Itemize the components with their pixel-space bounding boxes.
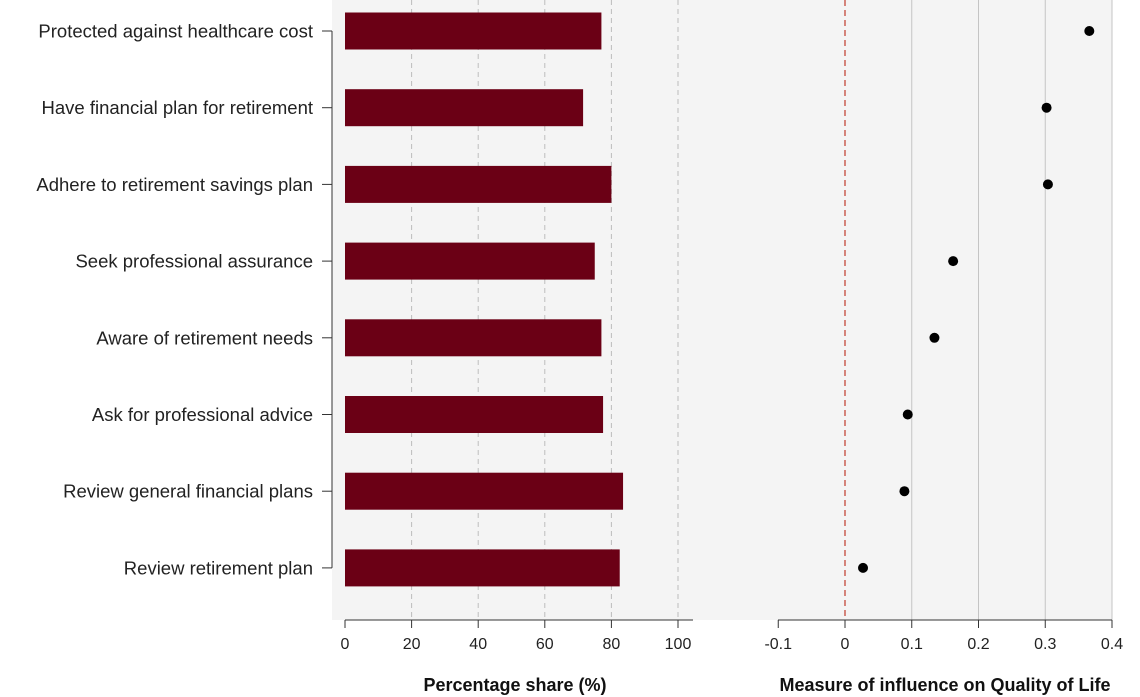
right-panel-background	[693, 0, 1112, 620]
category-label: Adhere to retirement savings plan	[36, 174, 313, 195]
point	[1084, 26, 1095, 36]
left-x-tick-label: 60	[536, 636, 554, 653]
category-label: Ask for professional advice	[92, 404, 313, 425]
category-label: Seek professional assurance	[75, 251, 313, 272]
category-label: Have financial plan for retirement	[42, 97, 313, 118]
left-x-tick-label: 40	[469, 636, 487, 653]
bar	[345, 396, 604, 433]
category-label: Review retirement plan	[124, 557, 313, 578]
point	[929, 332, 940, 343]
left-x-tick-label: 0	[341, 636, 350, 653]
bar	[345, 165, 612, 203]
right-x-axis-title: Measure of influence on Quality of Life	[779, 675, 1110, 695]
right-x-tick-label: -0.1	[764, 636, 792, 653]
right-x-tick-label: 0.2	[967, 636, 989, 653]
bar	[345, 472, 624, 510]
left-x-tick-label: 20	[403, 636, 421, 653]
right-x-tick-label: 0	[841, 636, 850, 653]
point	[1042, 179, 1053, 190]
point	[1041, 102, 1052, 113]
left-x-tick-label: 100	[665, 636, 692, 653]
left-x-tick-label: 80	[603, 636, 621, 653]
right-x-tick-label: 0.4	[1101, 636, 1123, 653]
bar	[345, 242, 595, 280]
bar	[345, 12, 602, 50]
point	[948, 256, 959, 267]
right-x-tick-label: 0.3	[1034, 636, 1056, 653]
category-label: Aware of retirement needs	[96, 327, 313, 348]
point	[858, 562, 869, 573]
category-label: Protected against healthcare cost	[38, 21, 313, 42]
bar	[345, 549, 620, 587]
right-x-tick-label: 0.1	[901, 636, 923, 653]
point	[899, 486, 910, 497]
category-label: Review general financial plans	[63, 481, 313, 502]
left-x-axis-title: Percentage share (%)	[423, 675, 606, 695]
bar	[345, 89, 584, 127]
bar	[345, 319, 602, 357]
point	[902, 409, 913, 420]
